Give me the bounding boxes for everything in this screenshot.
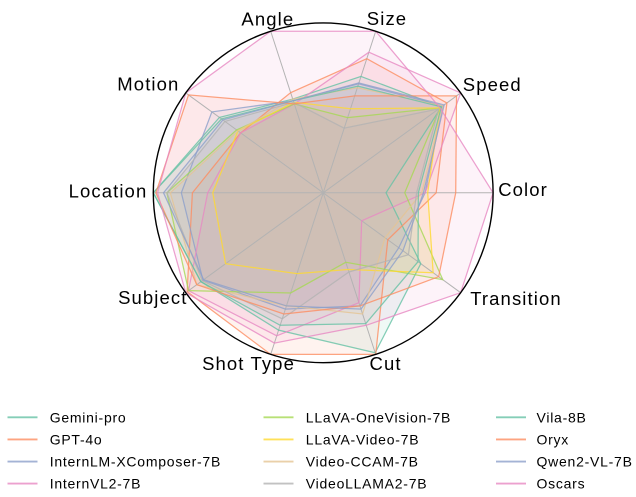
svg-text:GPT-4o: GPT-4o [50,431,103,447]
svg-text:VideoLLAMA2-7B: VideoLLAMA2-7B [306,476,428,492]
svg-text:Speed: Speed [463,74,522,95]
svg-text:Motion: Motion [117,73,179,94]
svg-text:LLaVA-OneVision-7B: LLaVA-OneVision-7B [306,409,451,425]
svg-text:LLaVA-Video-7B: LLaVA-Video-7B [306,431,420,447]
svg-text:Vila-8B: Vila-8B [537,409,587,425]
svg-text:Location: Location [69,181,148,202]
svg-text:Oscars: Oscars [537,476,586,492]
svg-text:Size: Size [367,8,407,29]
svg-text:Qwen2-VL-7B: Qwen2-VL-7B [537,454,633,470]
svg-text:Shot Type: Shot Type [202,353,295,374]
svg-text:Cut: Cut [370,353,402,374]
svg-text:InternVL2-7B: InternVL2-7B [50,476,142,492]
svg-text:InternLM-XComposer-7B: InternLM-XComposer-7B [50,454,221,470]
svg-text:Color: Color [498,179,548,200]
svg-text:Gemini-pro: Gemini-pro [50,409,127,425]
svg-text:Angle: Angle [241,8,294,29]
svg-text:Transition: Transition [470,288,562,309]
svg-text:Subject: Subject [118,287,187,308]
svg-text:Video-CCAM-7B: Video-CCAM-7B [306,454,419,470]
svg-text:Oryx: Oryx [537,431,570,447]
